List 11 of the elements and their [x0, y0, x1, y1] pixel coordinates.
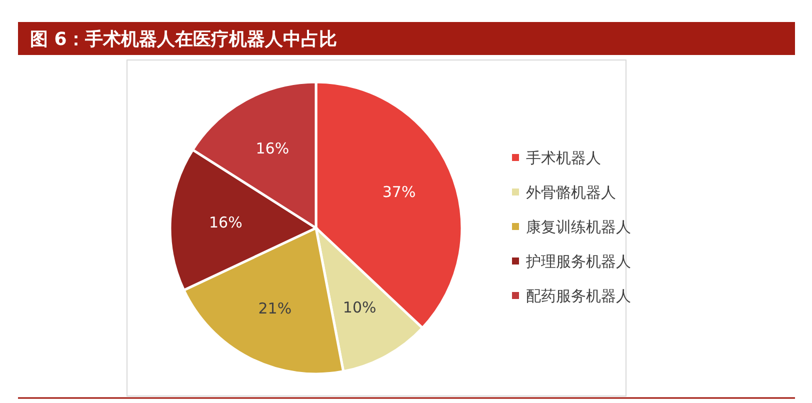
chart-title: 图 6：手术机器人在医疗机器人中占比: [30, 29, 337, 50]
legend-label: 康复训练机器人: [526, 218, 631, 236]
legend-label: 手术机器人: [526, 149, 601, 167]
legend-label: 护理服务机器人: [525, 252, 631, 270]
legend-label: 外骨骼机器人: [526, 184, 616, 202]
data-label: 37%: [382, 183, 416, 202]
data-label: 16%: [208, 213, 242, 232]
data-label: 16%: [256, 140, 290, 158]
data-label: 21%: [258, 300, 292, 318]
data-label: 10%: [342, 298, 376, 316]
legend-label: 配药服务机器人: [526, 287, 631, 305]
